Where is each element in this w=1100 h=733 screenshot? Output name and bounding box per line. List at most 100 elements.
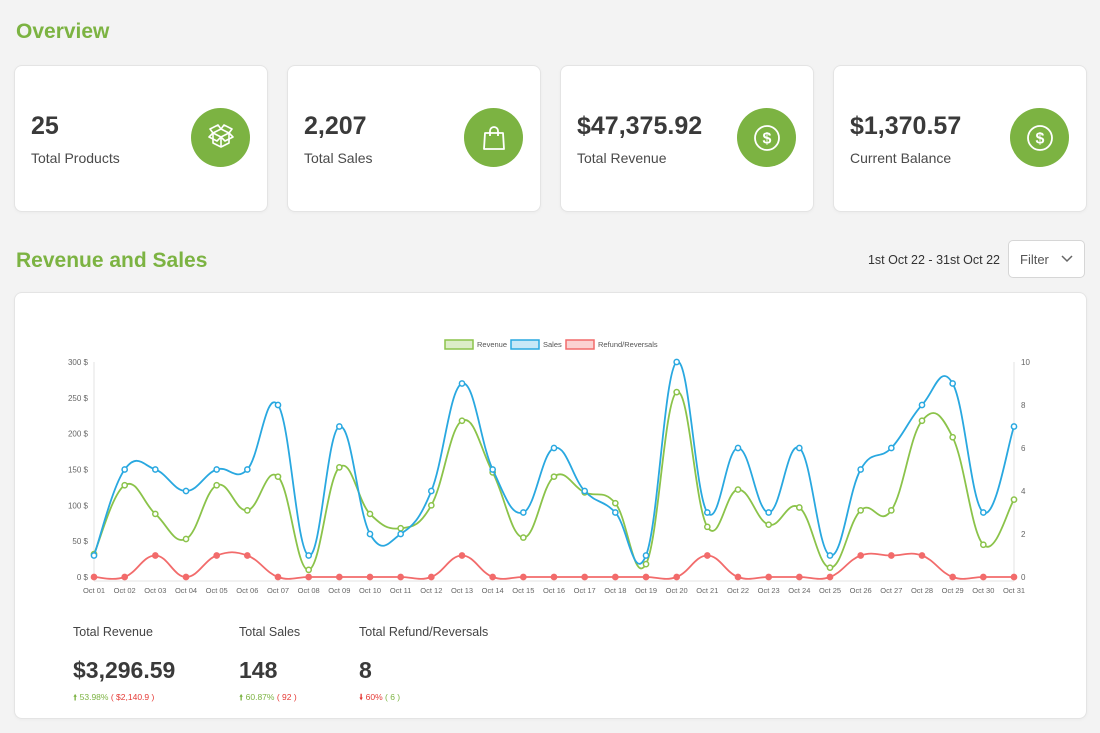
x-tick-label: Oct 23 (758, 586, 780, 595)
data-point-revenue (427, 501, 435, 509)
data-point-revenue (765, 521, 773, 529)
arrow-up-icon: 🠙 (239, 692, 244, 702)
revenue-sales-title: Revenue and Sales (16, 249, 208, 272)
data-point-refund (795, 573, 803, 581)
data-point-sales (427, 487, 435, 495)
data-point-sales (949, 380, 957, 387)
revenue-sales-chart: 0 $ 50 $ 100 $ 150 $ 200 $ 250 $ 300 $ 0 2 4 6 8 10 O… (68, 339, 1030, 595)
data-point-revenue (335, 464, 343, 471)
data-point-sales (213, 466, 221, 473)
data-point-revenue (550, 473, 558, 481)
arrow-up-icon: 🠙 (73, 692, 78, 702)
data-point-sales (458, 380, 466, 387)
y-right-tick-label: 8 (1021, 401, 1026, 410)
data-point-revenue (979, 541, 987, 549)
data-point-refund (949, 573, 957, 581)
y-right-tick-label: 0 (1021, 573, 1026, 582)
y-right-tick-label: 2 (1021, 530, 1026, 539)
data-point-revenue (121, 481, 129, 489)
filter-label: Filter (1020, 251, 1049, 267)
data-point-refund (243, 552, 251, 559)
data-point-sales (243, 466, 251, 473)
change-percent: 60% (365, 692, 383, 702)
box-icon (191, 108, 250, 167)
series-line-sales (93, 361, 1015, 565)
data-point-sales (611, 509, 619, 516)
stat-change: 🠙 60.87% ( 92 ) (239, 692, 300, 706)
card-value: 25 (31, 112, 59, 140)
stat-change: 🠙 53.98% ( $2,140.9 ) (73, 692, 175, 706)
data-point-revenue (519, 534, 527, 541)
data-point-refund (151, 552, 159, 559)
data-point-revenue (795, 504, 803, 511)
data-point-sales (151, 466, 159, 473)
stat-cards: 25 Total Products 2,207 Total Sales $47,… (15, 66, 1086, 211)
data-point-sales (734, 444, 742, 452)
x-tick-label: Oct 10 (359, 586, 381, 595)
svg-text:$: $ (1035, 130, 1044, 147)
filter-dropdown[interactable]: Filter (1008, 240, 1085, 278)
y-left-tick-label: 100 $ (68, 501, 89, 510)
data-point-revenue (826, 564, 834, 572)
card-current-balance: $1,370.57 Current Balance $ (834, 66, 1086, 211)
x-tick-label: Oct 09 (328, 586, 350, 595)
data-point-refund (305, 573, 313, 581)
data-point-sales (274, 401, 282, 409)
x-tick-label: Oct 04 (175, 586, 197, 595)
data-point-revenue (857, 507, 865, 514)
data-point-refund (90, 573, 98, 581)
data-point-sales (857, 466, 865, 473)
x-tick-label: Oct 08 (298, 586, 320, 595)
card-value: 2,207 (304, 112, 367, 140)
data-point-revenue (734, 486, 742, 493)
card-value: $1,370.57 (850, 112, 962, 140)
legend-swatch-refund (565, 339, 595, 350)
x-tick-label: Oct 07 (267, 586, 289, 595)
data-point-sales (826, 552, 834, 559)
stat-label: Total Sales (239, 625, 301, 639)
card-total-revenue: $47,375.92 Total Revenue $ (561, 66, 813, 211)
legend-label-sales: Sales (543, 340, 562, 349)
data-point-refund (274, 573, 282, 581)
data-point-revenue (305, 566, 313, 574)
y-left-tick-label: 150 $ (68, 466, 89, 475)
chevron-down-icon (1061, 255, 1073, 263)
card-total-products: 25 Total Products (15, 66, 267, 211)
legend-label-refund: Refund/Reversals (598, 340, 658, 349)
data-point-refund (427, 573, 435, 581)
y-right-tick-label: 10 (1021, 358, 1030, 367)
data-point-refund (611, 573, 619, 581)
data-point-refund (703, 552, 711, 559)
x-tick-label: Oct 17 (574, 586, 596, 595)
data-point-revenue (182, 535, 190, 543)
data-point-revenue (611, 499, 619, 507)
data-point-sales (182, 487, 190, 495)
y-left-tick-label: 250 $ (68, 394, 89, 403)
data-point-refund (121, 573, 129, 581)
x-tick-label: Oct 15 (512, 586, 534, 595)
x-tick-label: Oct 01 (83, 586, 105, 595)
data-point-sales (918, 401, 926, 409)
data-point-refund (918, 552, 926, 559)
x-tick-label: Oct 12 (420, 586, 442, 595)
x-tick-label: Oct 24 (788, 586, 810, 595)
change-detail: ( 92 ) (276, 692, 297, 702)
data-point-refund (887, 552, 895, 559)
data-point-revenue (366, 510, 374, 518)
x-tick-label: Oct 29 (942, 586, 964, 595)
x-tick-label: Oct 13 (451, 586, 473, 595)
data-point-sales (489, 466, 497, 473)
card-total-sales: 2,207 Total Sales (288, 66, 540, 211)
data-point-sales (887, 444, 895, 452)
y-right-tick-label: 6 (1021, 444, 1026, 453)
stat-label: Total Refund/Reversals (359, 625, 489, 639)
data-point-refund (765, 573, 773, 581)
date-range: 1st Oct 22 - 31st Oct 22 (867, 253, 1000, 267)
y-left-tick-label: 50 $ (72, 537, 88, 546)
change-percent: 53.98% (79, 692, 109, 702)
data-point-sales (642, 552, 650, 559)
x-tick-label: Oct 14 (482, 586, 504, 595)
data-point-refund (673, 573, 681, 581)
card-label: Total Revenue (577, 150, 667, 166)
data-point-refund (581, 573, 589, 581)
